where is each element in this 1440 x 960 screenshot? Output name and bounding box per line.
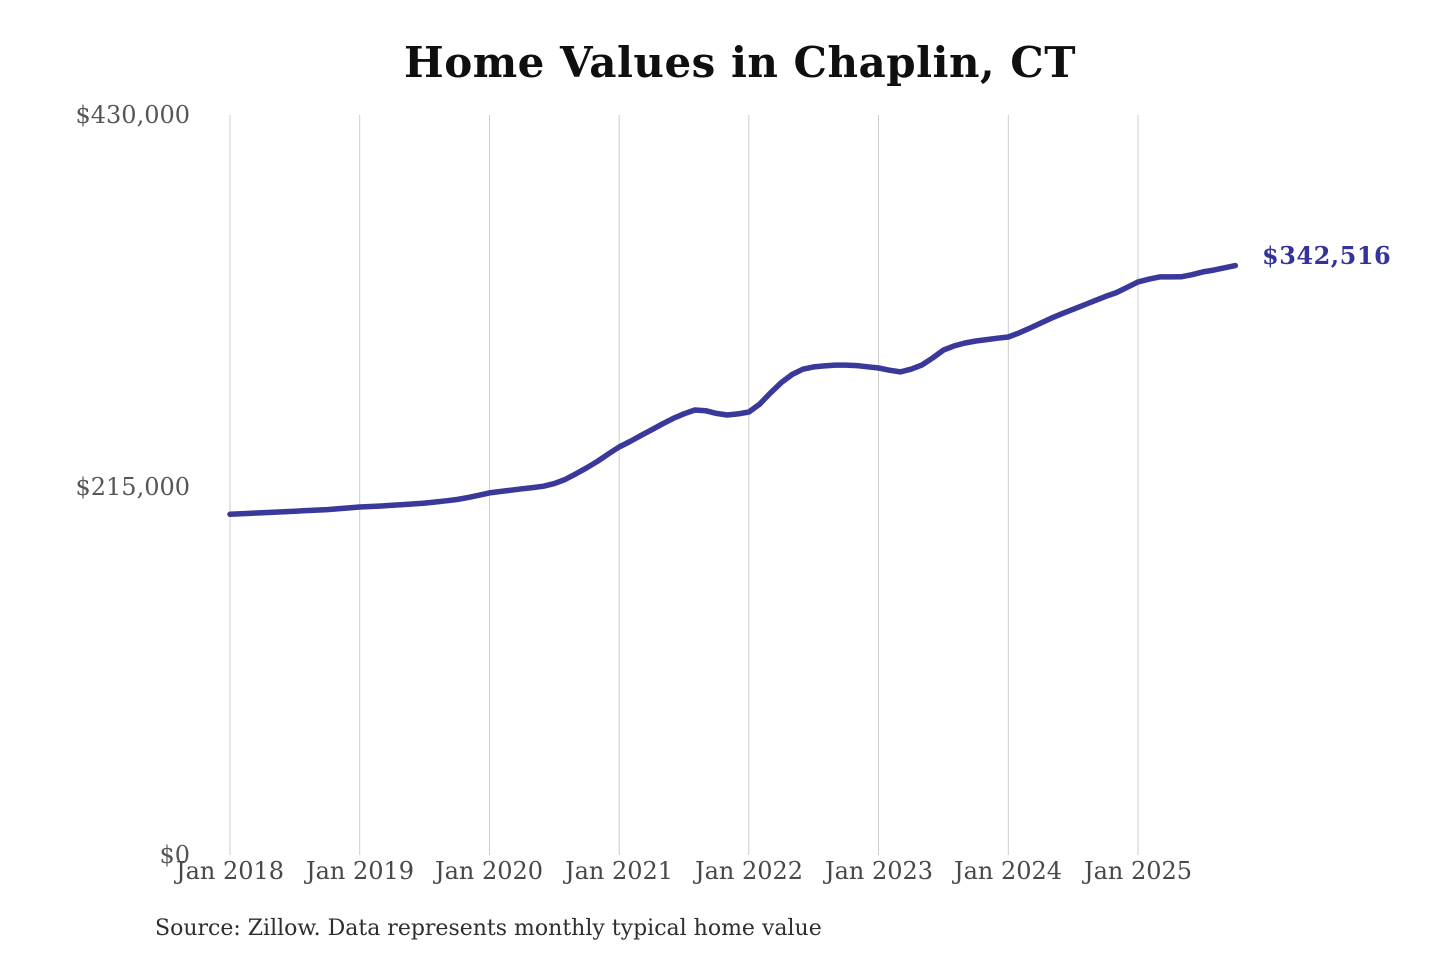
home-value-line xyxy=(227,262,1239,518)
x-tick-jan-2018: Jan 2018 xyxy=(175,857,285,885)
x-tick-jan-2023: Jan 2023 xyxy=(824,857,934,885)
x-tick-jan-2020: Jan 2020 xyxy=(434,857,544,885)
y-tick-0: $0 xyxy=(159,841,190,869)
y-tick-215000: $215,000 xyxy=(75,473,190,501)
y-tick-430000: $430,000 xyxy=(75,101,190,129)
x-tick-jan-2019: Jan 2019 xyxy=(305,857,415,885)
latest-value-label: $342,516 xyxy=(1262,241,1392,270)
x-tick-jan-2025: Jan 2025 xyxy=(1083,857,1193,885)
page-title: Home Values in Chaplin, CT xyxy=(404,38,1076,87)
x-tick-jan-2024: Jan 2024 xyxy=(953,857,1063,885)
year-gridlines xyxy=(229,115,1139,855)
x-tick-jan-2022: Jan 2022 xyxy=(694,857,804,885)
x-tick-jan-2021: Jan 2021 xyxy=(564,857,674,885)
source-note: Source: Zillow. Data represents monthly … xyxy=(155,916,822,941)
